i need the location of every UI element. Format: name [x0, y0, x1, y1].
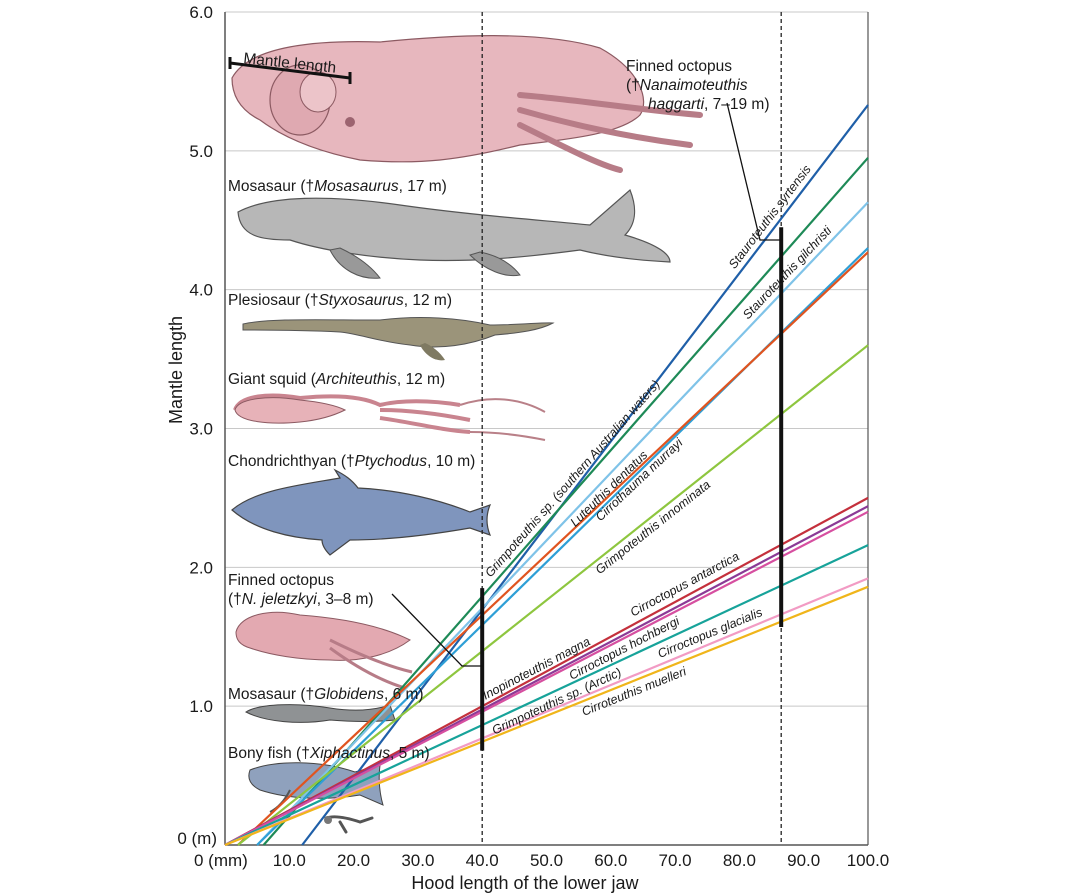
mantle-length-bar: [229, 61, 351, 80]
illustrations: [228, 35, 703, 834]
y-tick-label-3: 4.0: [189, 281, 213, 300]
finned-small-line1: Finned octopus: [228, 572, 334, 589]
series-line-8: [224, 510, 869, 846]
finned-small-line2: (†N. jeletzkyi, 3–8 m): [228, 591, 374, 608]
chondrichthyan-label: Chondrichthyan (†Ptychodus, 10 m): [228, 453, 475, 470]
series-line-11: [224, 585, 869, 847]
finned-octopus-large-illustration: [228, 35, 703, 173]
y-tick-label-2: 3.0: [189, 420, 213, 439]
x-tick-label-4: 50.0: [530, 851, 563, 870]
range-bars: [480, 227, 784, 751]
x-tick-label-5: 60.0: [594, 851, 627, 870]
plesiosaur-illustration: [242, 317, 555, 361]
series-line-6: [224, 496, 869, 846]
bony-fish-label: Bony fish (†Xiphactinus, 5 m): [228, 745, 430, 762]
x-axis-unit-label: 0 (mm): [194, 851, 248, 870]
chondrichthyan-illustration: [231, 468, 492, 556]
x-tick-label-0: 10.0: [273, 851, 306, 870]
finned-octopus-small-label: Finned octopus (†N. jeletzkyi, 3–8 m): [228, 572, 374, 608]
series-line-0: [301, 104, 869, 846]
x-tick-label-1: 20.0: [337, 851, 370, 870]
finned-octopus-small-illustration: [235, 611, 413, 690]
finned-large-suffix: , 7–19 m): [704, 96, 769, 113]
globidens-label: Mosasaur (†Globidens, 6 m): [228, 686, 424, 703]
series-label-group-6: Cirroctopus antarctica: [628, 549, 742, 619]
y-tick-label-4: 5.0: [189, 142, 213, 161]
plesiosaur-label: Plesiosaur (†Styxosaurus, 12 m): [228, 292, 452, 309]
series-label-6: Cirroctopus antarctica: [628, 549, 742, 619]
giant-squid-illustration: [233, 393, 546, 441]
finned-octopus-large-label: Finned octopus (†Nanaimoteuthis haggarti…: [626, 58, 770, 113]
x-tick-label-7: 80.0: [723, 851, 756, 870]
x-tick-label-9: 100.0: [847, 851, 890, 870]
series-line-5: [237, 344, 869, 846]
finned-octopus-large-line3: haggarti, 7–19 m): [648, 96, 770, 113]
series-line-10: [224, 577, 869, 847]
diver-illustration: [324, 815, 374, 834]
x-axis-title: Hood length of the lower jaw: [411, 873, 639, 893]
finned-large-leader: [726, 102, 782, 241]
x-tick-label-3: 40.0: [466, 851, 499, 870]
y-tick-label-1: 2.0: [189, 558, 213, 577]
finned-large-species: haggarti: [648, 96, 705, 113]
mosasaurus-label: Mosasaur (†Mosasaurus, 17 m): [228, 178, 447, 195]
finned-large-genus: Nanaimoteuthis: [640, 77, 748, 94]
y-tick-label-5: 6.0: [189, 3, 213, 22]
tick-labels: 1.0 2.0 3.0 4.0 5.0 6.0 0 (m) 10.0 20.0 30.0 40.0 5…: [177, 3, 889, 870]
finned-small-leader: [391, 593, 483, 667]
series-line-9: [224, 544, 869, 846]
finned-octopus-large-line1: Finned octopus: [626, 58, 732, 75]
y-axis-unit-label: 0 (m): [177, 829, 217, 848]
regression-lines: [224, 104, 869, 847]
y-axis-title: Mantle length: [166, 316, 186, 424]
x-tick-label-6: 70.0: [659, 851, 692, 870]
annotations: Mantle length Finned octopus (†Nanaimote…: [228, 50, 782, 762]
finned-octopus-large-line2: (†Nanaimoteuthis: [626, 77, 748, 94]
y-tick-label-0: 1.0: [189, 697, 213, 716]
giant-squid-label: Giant squid (Architeuthis, 12 m): [228, 371, 445, 388]
series-line-2: [256, 201, 869, 846]
series-line-4: [237, 251, 869, 846]
mosasaurus-illustration: [237, 188, 671, 279]
axes: [224, 12, 869, 846]
x-tick-label-2: 30.0: [401, 851, 434, 870]
finned-large-prefix: (†: [626, 77, 640, 94]
x-tick-label-8: 90.0: [787, 851, 820, 870]
series-line-1: [262, 157, 869, 846]
